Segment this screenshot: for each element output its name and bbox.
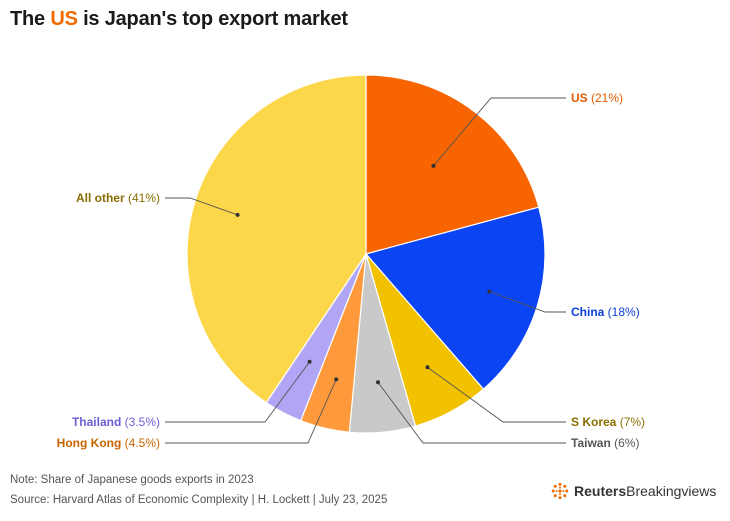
data-label-pct-us: (21%) [588, 91, 623, 105]
leader-line-us [433, 97, 566, 167]
leader-dot-us [431, 163, 436, 168]
title-prefix: The [10, 8, 51, 30]
footer-note: Note: Share of Japanese goods exports in… [10, 474, 254, 486]
leader-dot-taiwan [376, 380, 380, 385]
leader-line-thailand [165, 361, 310, 423]
chart-title: The US is Japan's top export market [10, 8, 348, 31]
reuters-dots-icon [551, 482, 569, 500]
pie-slice-china [365, 206, 546, 390]
data-label-name-taiwan: Taiwan [571, 436, 611, 450]
data-label-name-us: US [571, 91, 588, 105]
leader-dot-thailand [307, 359, 312, 364]
leader-line-s-korea [427, 366, 566, 423]
data-label-pct-all-other: (41%) [125, 191, 160, 205]
data-label-pct-s-korea: (7%) [616, 415, 645, 429]
data-label-us: US (21%) [571, 91, 623, 105]
pie-slice-all-other [186, 74, 367, 404]
leader-dot-s-korea [425, 365, 430, 370]
data-label-name-thailand: Thailand [72, 415, 121, 429]
data-label-name-china: China [571, 305, 605, 319]
leader-line-china [489, 291, 566, 313]
data-label-name-all-other: All other [76, 191, 125, 205]
brand-breakingviews: Breakingviews [626, 483, 717, 499]
leader-dot-china [487, 289, 492, 294]
pie-slices [186, 74, 546, 434]
brand-reuters: Reuters [574, 483, 627, 499]
data-label-taiwan: Taiwan (6%) [571, 436, 639, 450]
data-label-hong-kong: Hong Kong (4.5%) [57, 436, 160, 450]
pie-annotations: US (21%) China (18%) S Korea (7%) Taiwan (6… [57, 91, 645, 450]
data-label-china: China (18%) [571, 305, 640, 319]
data-label-thailand: Thailand (3.5%) [72, 415, 160, 429]
data-label-all-other: All other (41%) [76, 191, 160, 205]
title-suffix: is Japan's top export market [77, 8, 348, 30]
data-label-name-hong-kong: Hong Kong [57, 436, 122, 450]
data-label-pct-china: (18%) [604, 305, 639, 319]
brand-logo: Reuters Breakingviews [551, 482, 716, 500]
data-label-name-s-korea: S Korea [571, 415, 617, 429]
title-highlight: US [50, 8, 78, 30]
data-label-pct-hong-kong: (4.5%) [121, 436, 160, 450]
data-label-s-korea: S Korea (7%) [571, 415, 645, 429]
leader-line-taiwan [377, 382, 566, 444]
leader-line-all-other [165, 197, 238, 216]
leader-line-hong-kong [165, 379, 337, 444]
data-label-pct-taiwan: (6%) [611, 436, 640, 450]
leader-dot-all-other [235, 212, 240, 217]
footer-source: Source: Harvard Atlas of Economic Comple… [10, 494, 388, 506]
data-label-pct-thailand: (3.5%) [121, 415, 160, 429]
pie-slice-us [365, 74, 540, 255]
leader-dot-hong-kong [334, 377, 339, 382]
